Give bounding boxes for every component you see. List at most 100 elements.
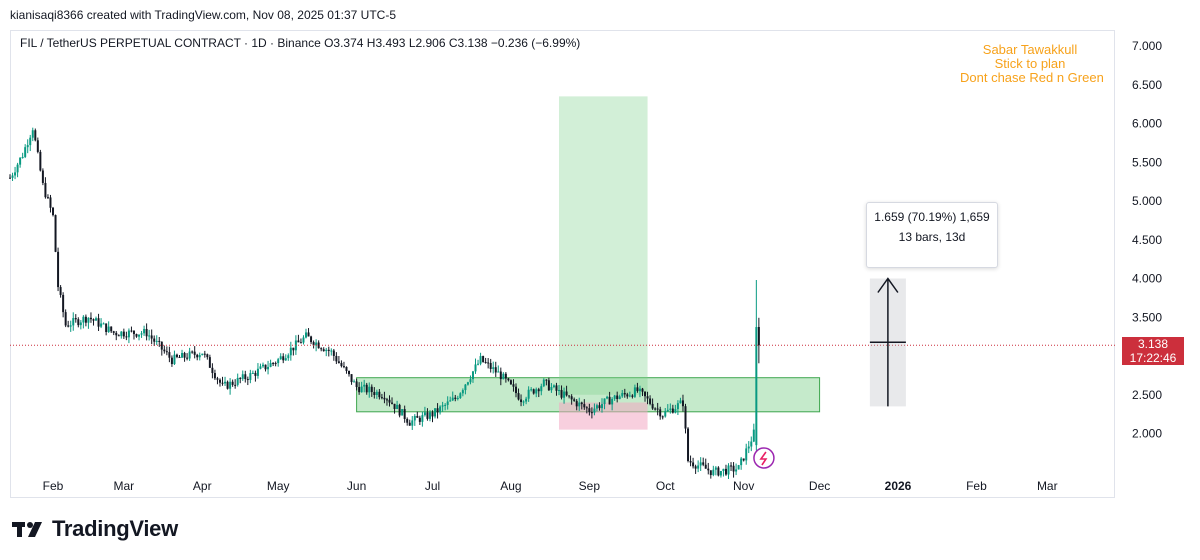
- candle: [100, 318, 103, 329]
- y-tick-label: 6.500: [1132, 78, 1162, 92]
- candle: [127, 328, 130, 344]
- candle: [345, 366, 348, 374]
- candle: [545, 379, 548, 386]
- candle: [633, 384, 636, 398]
- y-tick-label: 7.000: [1132, 39, 1162, 53]
- candle: [439, 405, 442, 415]
- candle: [261, 362, 264, 368]
- candle: [191, 350, 194, 354]
- x-tick-label: Nov: [733, 479, 754, 493]
- candle: [512, 379, 515, 392]
- candle: [449, 396, 452, 402]
- candle: [676, 400, 679, 416]
- candle: [471, 370, 474, 383]
- candle: [302, 335, 305, 345]
- candle: [398, 403, 401, 418]
- candle: [408, 419, 411, 426]
- candle: [669, 403, 672, 414]
- candle: [570, 394, 573, 405]
- candle: [29, 134, 32, 152]
- candle: [507, 377, 510, 382]
- candle: [163, 345, 166, 354]
- candle: [269, 359, 272, 368]
- candle: [606, 395, 609, 400]
- candle: [226, 380, 229, 390]
- long-stop-zone[interactable]: [559, 402, 648, 430]
- candle: [537, 387, 540, 398]
- candle: [611, 397, 614, 411]
- candle: [287, 353, 290, 361]
- candle: [568, 395, 571, 399]
- candle: [355, 378, 358, 391]
- measure-tool[interactable]: [869, 277, 906, 407]
- alert-icon[interactable]: [753, 447, 775, 469]
- candle: [340, 360, 343, 368]
- candle: [26, 139, 29, 154]
- x-tick-label: Feb: [43, 479, 64, 493]
- x-tick-label: Jul: [425, 479, 440, 493]
- candle: [107, 321, 110, 333]
- chart-annotation[interactable]: Sabar Tawakkull Stick to plan Dont chase…: [960, 43, 1104, 85]
- candle: [110, 326, 113, 333]
- candle: [82, 315, 85, 329]
- candle: [717, 466, 720, 477]
- candle: [671, 404, 674, 414]
- candle: [603, 398, 606, 410]
- candle: [509, 379, 512, 385]
- candle: [588, 403, 591, 416]
- long-profit-zone[interactable]: [559, 96, 648, 395]
- price-chart[interactable]: 7.000 6.500 6.000 5.500 5.000 4.500 4.000 3.500…: [0, 0, 1200, 500]
- candle: [702, 457, 705, 467]
- candle: [310, 335, 313, 345]
- alert-marker[interactable]: [753, 447, 775, 469]
- candle: [565, 385, 568, 397]
- y-tick-label: 2.500: [1132, 388, 1162, 402]
- candle: [201, 353, 204, 356]
- tradingview-logo[interactable]: TradingView: [12, 516, 178, 542]
- candle: [186, 353, 189, 361]
- candle: [730, 462, 733, 471]
- candle: [391, 397, 394, 405]
- candle: [459, 392, 462, 399]
- candle: [87, 317, 90, 329]
- candle: [335, 352, 338, 365]
- candle: [95, 316, 98, 321]
- chart-frame: [10, 30, 1115, 498]
- candle: [39, 149, 42, 172]
- candle: [97, 313, 100, 331]
- candle: [216, 376, 219, 385]
- candle: [279, 353, 282, 360]
- candle: [140, 330, 143, 338]
- candle: [115, 331, 118, 341]
- candle: [234, 379, 237, 389]
- candle: [681, 394, 684, 412]
- candle: [401, 409, 404, 416]
- candle: [434, 408, 437, 419]
- candle: [74, 314, 77, 323]
- y-tick-label: 5.500: [1132, 155, 1162, 169]
- candle: [735, 463, 738, 476]
- candle: [436, 403, 439, 419]
- candle: [322, 347, 325, 352]
- candle: [325, 347, 328, 357]
- candle: [193, 346, 196, 359]
- symbol-legend[interactable]: FIL / TetherUS PERPETUAL CONTRACT · 1D ·…: [20, 36, 581, 50]
- bar-countdown: 17:22:46: [1129, 351, 1177, 366]
- candle: [709, 470, 712, 479]
- candle: [274, 361, 277, 367]
- candle: [267, 360, 270, 375]
- candle: [423, 406, 426, 417]
- candle: [373, 387, 376, 399]
- x-tick-label: May: [267, 479, 290, 493]
- candle: [411, 416, 414, 430]
- candle: [375, 389, 378, 399]
- candle: [555, 382, 558, 396]
- candle: [14, 166, 17, 180]
- candle: [239, 377, 242, 384]
- candle: [36, 137, 39, 154]
- x-tick-label: Aug: [500, 479, 521, 493]
- candle: [598, 402, 601, 411]
- candle: [208, 354, 211, 368]
- candle: [608, 391, 611, 405]
- candle: [649, 395, 652, 406]
